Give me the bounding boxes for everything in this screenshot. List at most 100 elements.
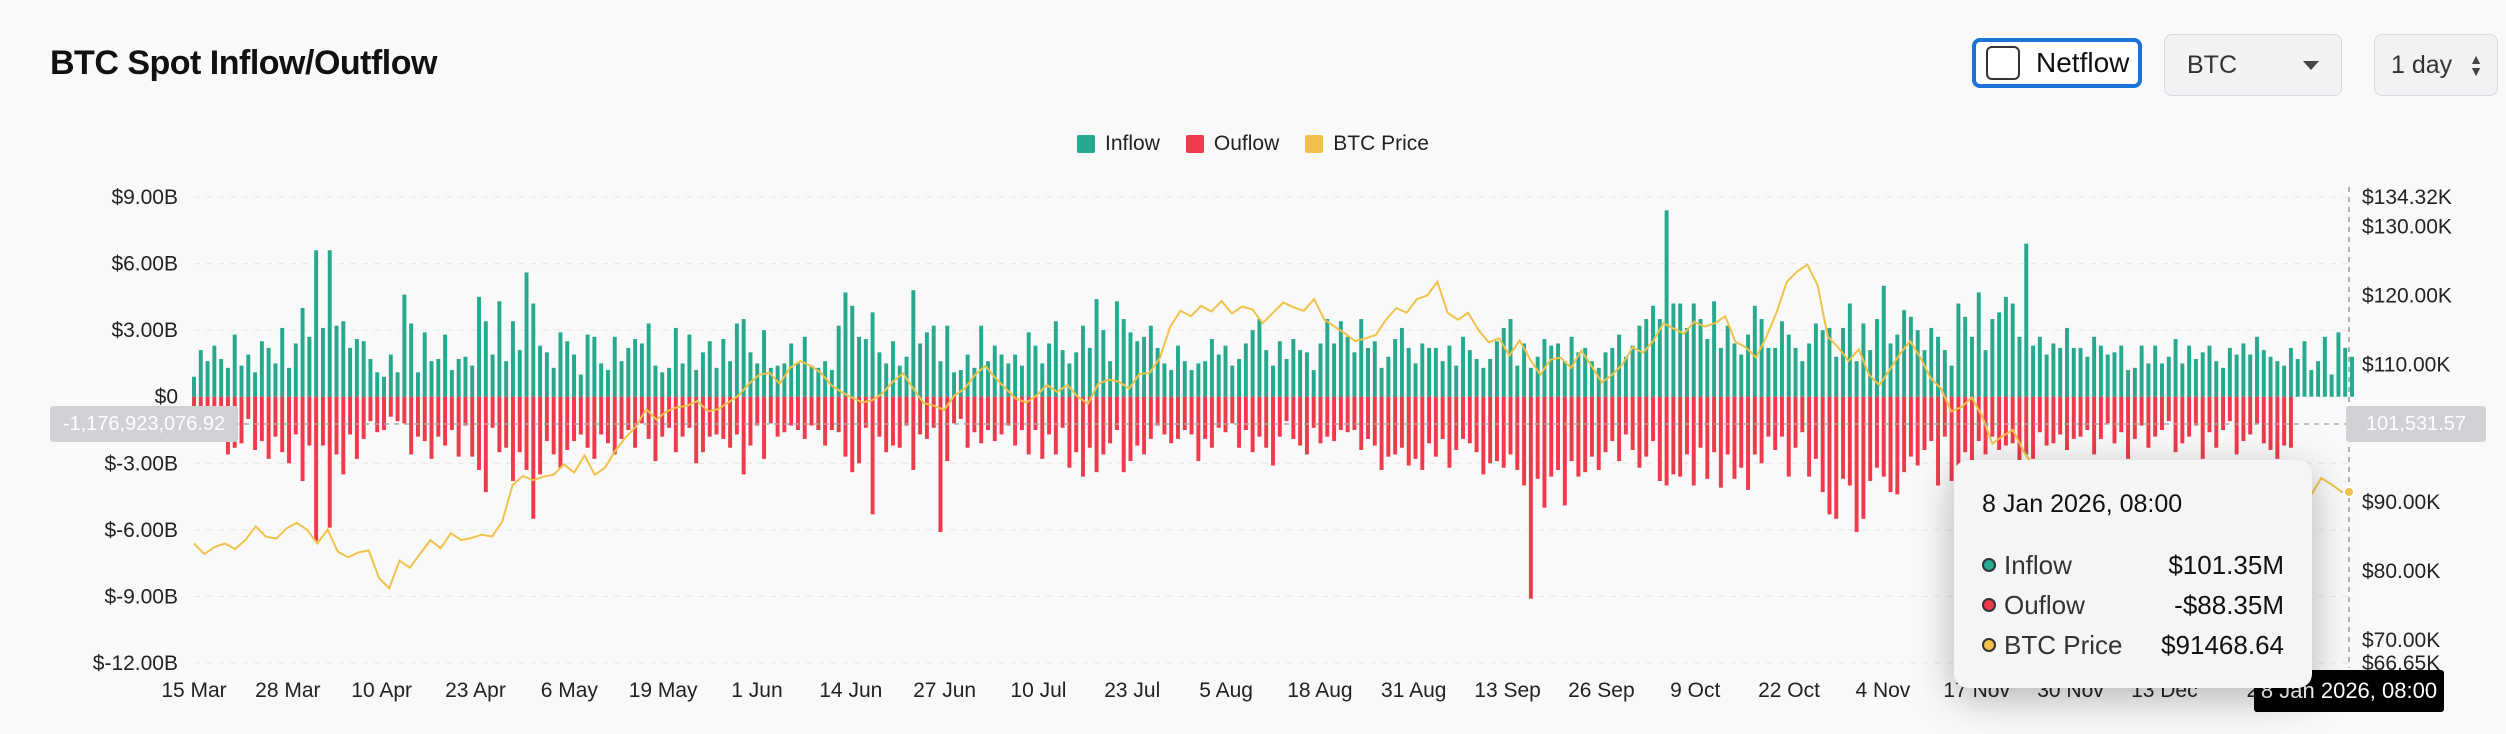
outflow-bar — [1684, 396, 1689, 455]
outflow-bar — [415, 396, 420, 437]
inflow-bar — [802, 336, 807, 397]
inflow-bar — [1067, 363, 1072, 397]
inflow-bar — [1875, 319, 1879, 397]
inflow-bar — [748, 352, 753, 397]
netflow-checkbox[interactable] — [1986, 46, 2020, 80]
inflow-bar — [1990, 319, 1995, 397]
outflow-bar — [639, 396, 644, 424]
inflow-bar — [388, 354, 393, 397]
inflow-bar — [1128, 332, 1133, 397]
inflow-bar — [1060, 350, 1065, 397]
inflow-bar — [212, 345, 217, 397]
inflow-bar — [1718, 347, 1723, 397]
outflow-bar — [2153, 396, 2158, 437]
inflow-bar — [198, 350, 203, 397]
inflow-bar — [1427, 347, 1432, 397]
outflow-bar — [1861, 396, 1866, 519]
outflow-bar — [334, 396, 339, 455]
outflow-bar — [2078, 396, 2083, 437]
chart-title: BTC Spot Inflow/Outflow — [50, 44, 437, 82]
inflow-bar — [2329, 374, 2334, 397]
outflow-bar — [538, 396, 543, 475]
outflow-bar — [2227, 396, 2232, 422]
outflow-bar — [2044, 396, 2049, 446]
inflow-bar — [2003, 296, 2008, 397]
outflow-bar — [382, 396, 386, 430]
outflow-bar — [1325, 396, 1330, 437]
outflow-bar — [1135, 396, 1140, 446]
outflow-bar — [1725, 396, 1730, 455]
inflow-bar — [565, 341, 570, 397]
outflow-bar — [714, 396, 719, 435]
inflow-bar — [707, 341, 712, 397]
inflow-bar — [219, 358, 224, 397]
inflow-bar — [443, 334, 448, 397]
inflow-bar — [1623, 356, 1628, 397]
outflow-bar — [1569, 396, 1574, 462]
outflow-bar — [1691, 396, 1696, 486]
inflow-bar — [2085, 356, 2090, 397]
tooltip-dot-outflow — [1982, 598, 1996, 612]
legend-item-btc-price[interactable]: BTC Price — [1305, 132, 1429, 156]
inflow-bar — [504, 361, 509, 397]
outflow-bar — [1651, 396, 1655, 442]
y-left-tick-label: $-6.00B — [104, 519, 178, 542]
x-tick-label: 14 Jun — [819, 679, 882, 702]
stepper-arrows-icon: ▲ ▼ — [2469, 51, 2483, 79]
y-left-tick-label: $9.00B — [111, 186, 178, 209]
x-tick-label: 23 Jul — [1104, 679, 1160, 702]
outflow-bar — [524, 396, 529, 470]
outflow-bar — [2105, 396, 2110, 424]
outflow-bar — [1623, 396, 1628, 435]
outflow-bar — [1189, 396, 1194, 435]
outflow-bar — [2010, 396, 2015, 444]
inflow-bar — [1033, 345, 1038, 397]
inflow-bar — [1121, 319, 1126, 397]
tooltip-dot-inflow — [1982, 558, 1996, 572]
legend-item-outflow[interactable]: Ouflow — [1185, 132, 1279, 156]
outflow-bar — [1657, 396, 1662, 482]
inflow-bar — [1603, 352, 1608, 397]
netflow-toggle[interactable]: Netflow — [1972, 38, 2142, 88]
inflow-bar — [409, 323, 414, 397]
inflow-bar — [1583, 347, 1588, 397]
inflow-bar — [986, 361, 990, 397]
x-tick-label: 26 Sep — [1568, 679, 1635, 702]
outflow-bar — [1800, 396, 1805, 433]
inflow-bar — [1406, 347, 1411, 397]
inflow-bar — [1372, 341, 1377, 397]
x-tick-label: 13 Sep — [1474, 679, 1541, 702]
asset-select[interactable]: BTC — [2164, 34, 2342, 96]
inflow-bar — [2268, 356, 2273, 397]
outflow-bar — [544, 396, 549, 442]
outflow-bar — [314, 396, 319, 541]
x-tick-label: 28 Mar — [255, 679, 320, 702]
outflow-bar — [1427, 396, 1432, 444]
outflow-bar — [375, 396, 380, 433]
crosshair-left-value: -1,176,923,076.92 — [50, 406, 238, 442]
outflow-bar — [470, 396, 475, 457]
outflow-bar — [626, 396, 631, 430]
outflow-bar — [2166, 396, 2171, 422]
legend-item-inflow[interactable]: Inflow — [1077, 132, 1160, 156]
outflow-bar — [246, 396, 251, 419]
inflow-bar — [497, 301, 502, 397]
outflow-bar — [748, 396, 753, 446]
outflow-bar — [1101, 396, 1106, 455]
y-left-tick-label: $-3.00B — [104, 452, 178, 475]
period-select[interactable]: 1 day ▲ ▼ — [2374, 34, 2498, 96]
inflow-bar — [1399, 327, 1404, 397]
inflow-bar — [857, 336, 862, 397]
outflow-bar — [687, 396, 692, 428]
inflow-bar — [816, 367, 821, 397]
inflow-bar — [2187, 345, 2192, 397]
inflow-bar — [1725, 325, 1730, 397]
y-left-tick-label: $-12.00B — [93, 652, 178, 675]
outflow-bar — [992, 396, 997, 442]
inflow-bar — [327, 250, 332, 397]
inflow-bar — [884, 363, 889, 397]
y-right-tick-label: $70.00K — [2362, 629, 2440, 652]
outflow-bar — [395, 396, 400, 422]
inflow-bar — [2322, 336, 2327, 397]
